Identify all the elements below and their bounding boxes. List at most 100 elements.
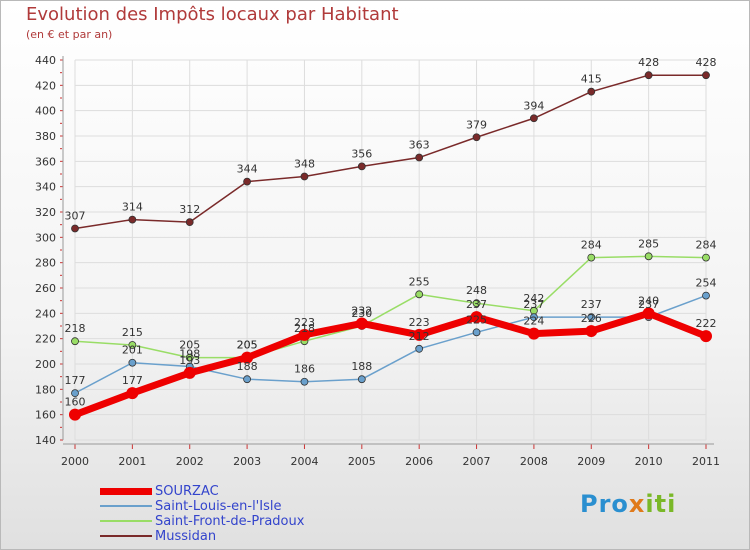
data-point — [243, 177, 251, 186]
data-label: 224 — [523, 315, 544, 328]
data-point — [241, 351, 254, 364]
data-label: 254 — [696, 277, 717, 290]
data-point — [702, 291, 710, 300]
data-label: 314 — [122, 201, 143, 214]
legend-swatch — [100, 520, 152, 522]
y-tick-label: 220 — [35, 333, 56, 346]
data-label: 223 — [409, 316, 430, 329]
data-label: 240 — [638, 294, 659, 307]
data-point — [71, 389, 79, 398]
y-tick-label: 340 — [35, 181, 56, 194]
y-tick-label: 260 — [35, 282, 56, 295]
data-point — [700, 330, 712, 343]
series-line — [74, 255, 707, 359]
legend-swatch — [100, 505, 152, 507]
data-label: 177 — [122, 374, 143, 387]
data-label: 232 — [351, 304, 372, 317]
data-point — [527, 327, 540, 340]
data-point — [69, 408, 81, 421]
legend-label: Mussidan — [155, 529, 217, 544]
data-label: 205 — [237, 339, 258, 352]
data-point — [702, 71, 710, 80]
data-label: 284 — [696, 239, 717, 252]
data-label: 193 — [179, 354, 200, 367]
series-line — [74, 294, 707, 394]
data-label: 205 — [237, 339, 258, 352]
data-label: 212 — [409, 330, 430, 343]
x-tick-label: 2000 — [61, 455, 89, 468]
data-label: 307 — [65, 209, 86, 222]
y-tick-label: 380 — [35, 130, 56, 143]
proxiti-logo: Proxiti — [580, 490, 677, 518]
y-tick-label: 180 — [35, 383, 56, 396]
data-label: 237 — [581, 298, 602, 311]
data-point — [470, 311, 483, 324]
data-label: 356 — [351, 147, 372, 160]
data-point — [585, 325, 598, 338]
legend-swatch — [100, 535, 152, 537]
data-point — [413, 328, 426, 341]
data-label: 242 — [523, 292, 544, 305]
y-tick-label: 200 — [35, 358, 56, 371]
y-tick-label: 240 — [35, 307, 56, 320]
data-point — [530, 114, 538, 123]
data-point — [243, 375, 251, 384]
x-tick-label: 2005 — [348, 455, 376, 468]
data-point — [587, 87, 596, 96]
data-label: 285 — [638, 237, 659, 250]
data-label: 226 — [581, 312, 602, 325]
data-label: 415 — [581, 73, 602, 86]
data-point — [644, 252, 653, 261]
data-label: 284 — [581, 239, 602, 252]
data-point — [300, 377, 309, 386]
data-point — [702, 253, 710, 262]
data-point — [357, 375, 366, 384]
data-label: 363 — [409, 139, 430, 152]
y-tick-label: 440 — [35, 54, 56, 67]
legend-label: SOURZAC — [155, 484, 219, 499]
data-point — [300, 172, 309, 181]
data-point — [126, 387, 139, 400]
legend-label: Saint-Louis-en-l'Isle — [155, 499, 282, 514]
data-label: 379 — [466, 118, 487, 131]
data-point — [128, 215, 137, 224]
data-label: 230 — [351, 307, 372, 320]
data-point — [357, 162, 366, 171]
data-point — [185, 353, 194, 362]
x-tick-label: 2007 — [463, 455, 491, 468]
x-tick-label: 2011 — [692, 455, 720, 468]
x-tick-label: 2006 — [405, 455, 433, 468]
legend-swatch — [100, 487, 152, 495]
data-point — [415, 290, 424, 299]
data-label: 198 — [179, 348, 200, 361]
data-point — [587, 313, 596, 322]
data-label: 237 — [466, 298, 487, 311]
data-label: 215 — [122, 326, 143, 339]
data-point — [530, 313, 538, 322]
data-label: 201 — [122, 344, 143, 357]
data-label: 237 — [638, 298, 659, 311]
data-point — [185, 218, 194, 227]
chart-title: Evolution des Impôts locaux par Habitant — [26, 4, 399, 25]
data-label: 188 — [237, 360, 258, 373]
data-point — [642, 307, 655, 320]
data-label: 255 — [409, 275, 430, 288]
data-label: 248 — [466, 284, 487, 297]
x-tick-label: 2001 — [118, 455, 146, 468]
data-point — [355, 317, 368, 330]
legend-label: Saint-Front-de-Pradoux — [155, 514, 305, 529]
y-tick-label: 320 — [35, 206, 56, 219]
series-line — [74, 74, 706, 230]
data-point — [71, 224, 79, 233]
data-point — [472, 328, 481, 337]
data-label: 428 — [638, 56, 659, 69]
data-label: 186 — [294, 363, 315, 376]
data-point — [415, 153, 424, 162]
data-label: 344 — [237, 163, 258, 176]
data-label: 177 — [65, 374, 86, 387]
y-tick-label: 400 — [35, 105, 56, 118]
x-tick-label: 2008 — [520, 455, 548, 468]
data-label: 222 — [696, 317, 717, 330]
